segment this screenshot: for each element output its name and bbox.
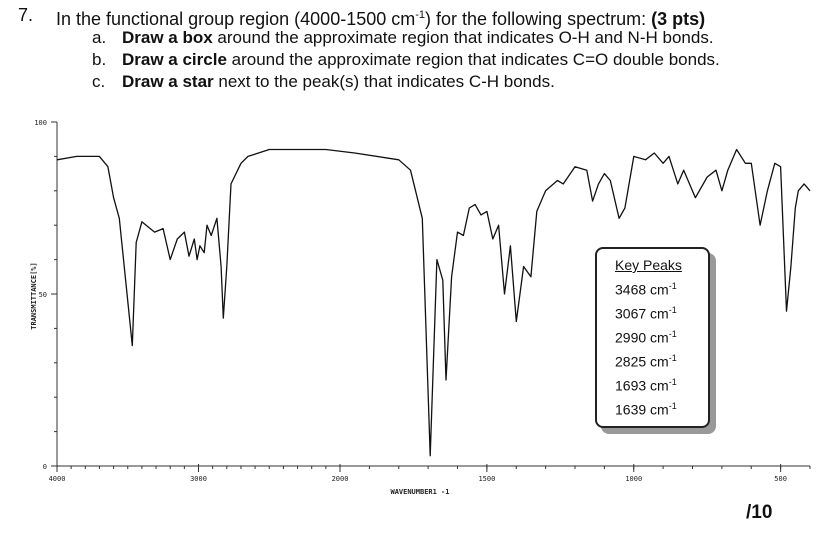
instruction-letter: c. xyxy=(92,72,106,91)
instruction-bold: Draw a circle xyxy=(122,50,227,69)
key-peak-unit-sup: -1 xyxy=(668,377,677,387)
question-text: In the functional group region (4000-150… xyxy=(56,4,816,30)
question-number: 7. xyxy=(18,5,34,25)
key-peak-row: 3067 cm-1 xyxy=(615,305,677,322)
x-tick-label: 3000 xyxy=(190,475,207,483)
key-peak-value: 1639 cm xyxy=(615,401,669,418)
key-peak-row: 2990 cm-1 xyxy=(615,329,677,346)
instruction-c: c. Draw a star next to the peak(s) that i… xyxy=(92,71,555,92)
x-tick-label: 2000 xyxy=(332,475,349,483)
key-peak-unit-sup: -1 xyxy=(668,401,677,411)
key-peak-unit-sup: -1 xyxy=(668,281,677,291)
key-peak-unit-sup: -1 xyxy=(668,305,677,315)
instruction-bold: Draw a box xyxy=(122,28,213,47)
key-peak-row: 1693 cm-1 xyxy=(615,377,677,394)
x-tick-label: 500 xyxy=(774,475,787,483)
instruction-rest: next to the peak(s) that indicates C-H b… xyxy=(213,72,555,91)
key-peak-row: 3468 cm-1 xyxy=(615,281,677,298)
key-peak-value: 3067 cm xyxy=(615,305,669,322)
instruction-b: b. Draw a circle around the approximate r… xyxy=(92,49,720,70)
x-tick-label: 4000 xyxy=(49,475,66,483)
y-tick-label: 100 xyxy=(34,119,47,127)
key-peak-row: 2825 cm-1 xyxy=(615,353,677,370)
instruction-rest: around the approximate region that indic… xyxy=(226,50,720,69)
question-text-after: ) for the following spectrum: xyxy=(425,9,652,29)
key-peak-unit-sup: -1 xyxy=(668,353,677,363)
spectrum-line xyxy=(56,148,811,457)
key-peak-row: 1639 cm-1 xyxy=(615,401,677,418)
question-points: (3 pts) xyxy=(651,9,706,29)
x-axis-label: WAVENUMBER1 -1 xyxy=(390,488,449,496)
key-peak-value: 1693 cm xyxy=(615,377,669,394)
key-peaks-title: Key Peaks xyxy=(615,257,682,273)
question-unit-sup: -1 xyxy=(415,9,426,21)
key-peak-value: 3468 cm xyxy=(615,281,669,298)
score-label: /10 xyxy=(746,502,773,523)
instruction-a: a. Draw a box around the approximate regi… xyxy=(92,27,714,48)
key-peak-value: 2990 cm xyxy=(615,329,669,346)
key-peak-value: 2825 cm xyxy=(615,353,669,370)
y-axis-label: TRANSMITTANCE[%] xyxy=(30,262,38,329)
y-tick-label: 50 xyxy=(39,291,47,299)
x-tick-label: 1000 xyxy=(625,475,642,483)
instruction-bold: Draw a star xyxy=(122,72,214,91)
instruction-letter: a. xyxy=(92,28,107,47)
x-tick-label: 1500 xyxy=(478,475,495,483)
key-peak-unit-sup: -1 xyxy=(668,329,677,339)
key-peaks-box: Key Peaks 3468 cm-1 3067 cm-1 2990 cm-1 282… xyxy=(595,247,710,428)
instruction-letter: b. xyxy=(92,50,107,69)
y-tick-label: 0 xyxy=(43,463,47,471)
instruction-rest: around the approximate region that indic… xyxy=(212,28,714,47)
question-text-before: In the functional group region (4000-150… xyxy=(56,9,416,29)
